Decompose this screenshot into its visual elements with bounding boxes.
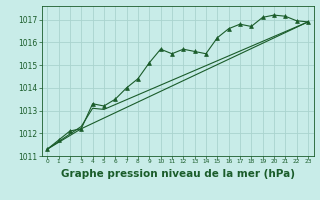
X-axis label: Graphe pression niveau de la mer (hPa): Graphe pression niveau de la mer (hPa) <box>60 169 295 179</box>
